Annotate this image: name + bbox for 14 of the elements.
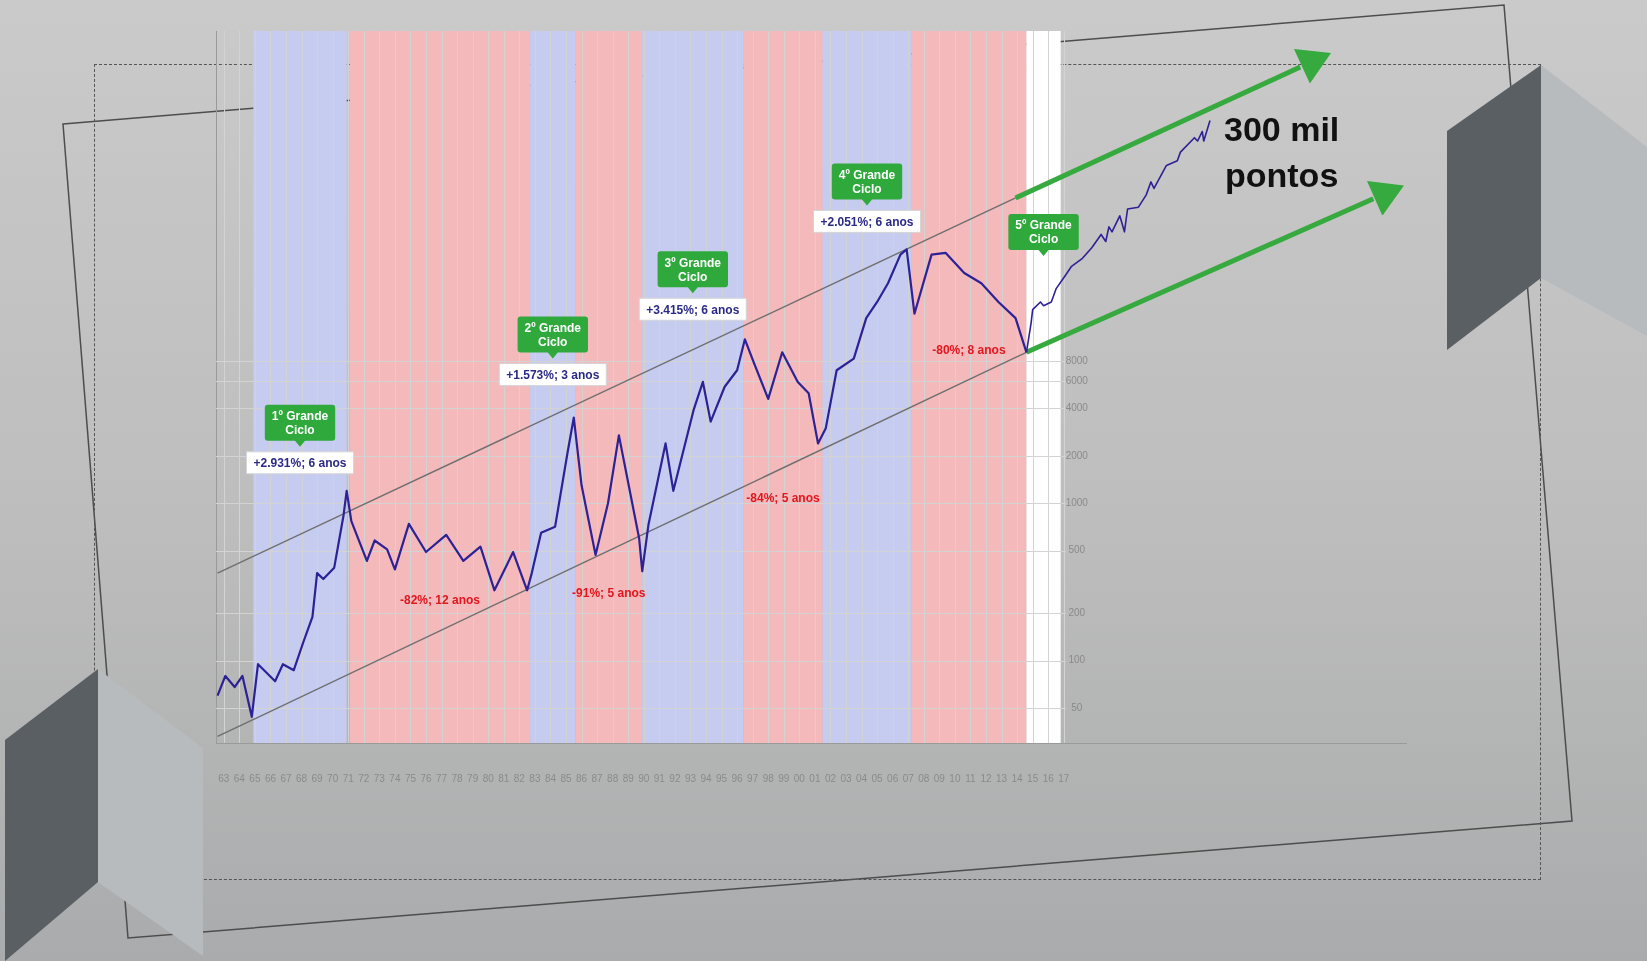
band-label: +2.051%; 6 anos bbox=[820, 214, 914, 229]
annotation: 300 mil pontos bbox=[1223, 109, 1340, 194]
band-label: -84%; 5 anos bbox=[746, 490, 821, 505]
band-label: -80%; 8 anos bbox=[932, 342, 1006, 357]
annotation: 5º Grande Ciclo bbox=[1015, 218, 1073, 247]
band-label: +3.415%; 6 anos bbox=[646, 302, 740, 317]
annotation: 4º Grande Ciclo bbox=[838, 167, 896, 196]
band-label: -82%; 12 anos bbox=[399, 592, 481, 607]
band-label: -91%; 5 anos bbox=[572, 585, 646, 600]
annotation: 3º Grande Ciclo bbox=[664, 255, 722, 284]
band-label: +2.931%; 6 anos bbox=[253, 456, 347, 471]
band-label: +1.573%; 3 anos bbox=[506, 367, 600, 382]
annotation: 2º Grande Ciclo bbox=[524, 320, 582, 349]
annotation: 1º Grande Ciclo bbox=[271, 409, 329, 438]
